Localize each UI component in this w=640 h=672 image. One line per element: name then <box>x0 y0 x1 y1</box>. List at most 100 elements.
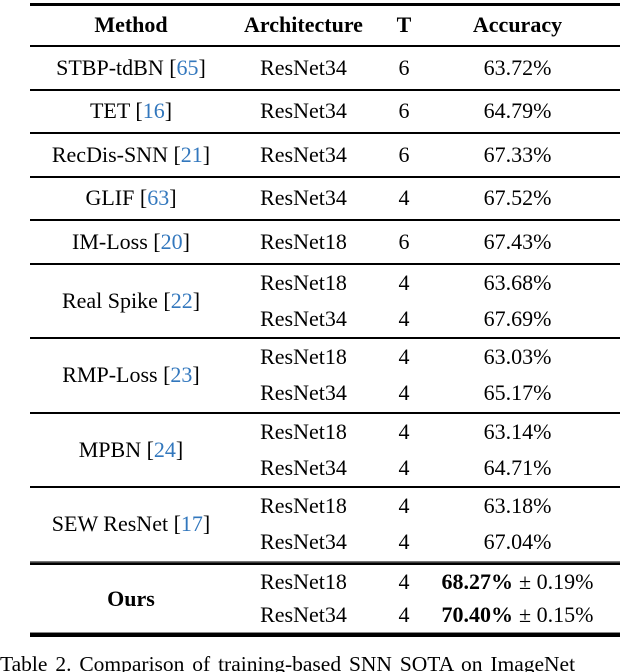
table-subrow: ResNet34 4 67.04% <box>232 524 620 560</box>
header-method: Method <box>94 12 168 38</box>
accuracy-cell: 67.04% <box>483 529 552 555</box>
group-subrows: ResNet34 6 64.79% <box>232 91 620 133</box>
row-separator-rule <box>30 411 620 414</box>
method-label: ] <box>175 436 184 462</box>
row-separator-rule <box>30 175 620 178</box>
method-label: STBP-tdBN [ <box>56 54 177 80</box>
method-cell: GLIF [63] <box>30 178 232 220</box>
timesteps-cell: 6 <box>398 141 410 167</box>
row-separator-rule <box>30 262 620 265</box>
method-label: IM-Loss [ <box>72 228 161 254</box>
method-cell: RMP-Loss [23] <box>30 339 232 412</box>
method-label: ] <box>198 54 206 80</box>
method-label: ] <box>202 511 211 537</box>
table-subrow: ResNet34 6 63.72% <box>232 47 620 89</box>
method-label: ] <box>169 185 177 211</box>
header-accuracy: Accuracy <box>472 12 563 38</box>
timesteps-cell: 4 <box>398 454 410 480</box>
results-table: Method Architecture T Accuracy STBP-tdBN… <box>30 3 620 637</box>
accuracy-cell: 68.27% ± 0.19% <box>433 569 620 595</box>
accuracy-cell: 67.33% <box>483 141 552 167</box>
method-label: ] <box>164 98 173 124</box>
architecture-cell: ResNet18 <box>260 418 347 444</box>
accuracy-cell: 65.17% <box>483 380 552 406</box>
method-label: RecDis-SNN [ <box>51 141 181 167</box>
accuracy-cell: 67.52% <box>483 185 552 211</box>
method-cell: MPBN [24] <box>30 414 232 487</box>
citation-link[interactable]: 23 <box>170 362 193 388</box>
architecture-cell: ResNet34 <box>260 305 347 331</box>
method-cell: IM-Loss [20] <box>30 221 232 263</box>
table-row-stbp-tdbn: STBP-tdBN [65] ResNet34 6 63.72% <box>30 47 620 89</box>
table-subrow: ResNet18 4 63.03% <box>232 339 620 375</box>
architecture-cell: ResNet18 <box>260 344 347 370</box>
table-subrow: ResNet18 4 63.14% <box>232 414 620 450</box>
citation-link[interactable]: 65 <box>176 54 199 80</box>
table-row-im-loss: IM-Loss [20] ResNet18 6 67.43% <box>30 221 620 263</box>
row-separator-rule <box>30 88 620 91</box>
accuracy-bold-value: 70.40% <box>441 602 514 628</box>
row-separator-rule <box>30 219 620 221</box>
accuracy-cell: 63.18% <box>483 493 552 519</box>
table-subrow: ResNet34 6 67.33% <box>232 134 620 176</box>
citation-link[interactable]: 17 <box>180 511 203 537</box>
row-separator-rule <box>30 132 620 134</box>
timesteps-cell: 6 <box>398 54 410 80</box>
table-row-glif: GLIF [63] ResNet34 4 67.52% <box>30 178 620 220</box>
group-subrows: ResNet34 6 63.72% <box>232 47 620 89</box>
timesteps-cell: 4 <box>398 344 410 370</box>
citation-link[interactable]: 63 <box>147 185 170 211</box>
header-separator-rule <box>30 45 620 47</box>
table-top-rule <box>30 3 620 6</box>
method-label: SEW ResNet [ <box>51 511 181 537</box>
accuracy-cell: 63.14% <box>483 418 552 444</box>
accuracy-bold-value: 68.27% <box>441 568 514 594</box>
architecture-cell: ResNet34 <box>260 98 347 124</box>
timesteps-cell: 4 <box>398 269 410 295</box>
accuracy-cell: 67.69% <box>483 305 552 331</box>
method-label: ] <box>202 141 211 167</box>
row-separator-rule <box>30 337 620 339</box>
timesteps-cell: 4 <box>398 418 410 444</box>
double-separator-rule <box>30 560 620 565</box>
accuracy-cell: 63.72% <box>483 54 552 80</box>
method-label: ] <box>192 287 201 313</box>
table-subrow: ResNet34 4 70.40% ± 0.15% <box>232 599 620 633</box>
group-subrows: ResNet18 4 63.14% ResNet34 4 64.71% <box>232 414 620 487</box>
table-caption: Table 2. Comparison of training-based SN… <box>0 652 576 672</box>
group-subrows: ResNet18 4 63.68% ResNet34 4 67.69% <box>232 265 620 338</box>
method-label: TET [ <box>89 98 143 124</box>
table-row-recdis-snn: RecDis-SNN [21] ResNet34 6 67.33% <box>30 134 620 176</box>
header-timesteps: T <box>396 12 412 38</box>
group-subrows: ResNet34 6 67.33% <box>232 134 620 176</box>
table-row-sew-resnet: SEW ResNet [17] ResNet18 4 63.18% ResNet34 4 6… <box>30 488 620 561</box>
citation-link[interactable]: 20 <box>160 228 183 254</box>
citation-link[interactable]: 24 <box>153 436 176 462</box>
method-label: RMP-Loss [ <box>62 362 171 388</box>
table-subrow: ResNet18 4 63.18% <box>232 488 620 524</box>
accuracy-cell: 63.03% <box>483 344 552 370</box>
architecture-cell: ResNet18 <box>260 269 347 295</box>
architecture-cell: ResNet34 <box>260 185 347 211</box>
table-subrow: ResNet34 4 64.71% <box>232 450 620 486</box>
table-subrow: ResNet34 4 67.69% <box>232 301 620 337</box>
group-subrows: ResNet18 6 67.43% <box>232 221 620 263</box>
accuracy-cell: 67.43% <box>483 228 552 254</box>
table-subrow: ResNet34 6 64.79% <box>232 91 620 133</box>
table-header-row: Method Architecture T Accuracy <box>30 6 620 46</box>
table-subrow: ResNet34 4 65.17% <box>232 375 620 411</box>
timesteps-cell: 4 <box>398 380 410 406</box>
architecture-cell: ResNet34 <box>260 54 347 80</box>
table-row-tet: TET [16] ResNet34 6 64.79% <box>30 91 620 133</box>
citation-link[interactable]: 22 <box>170 287 193 313</box>
table-bottom-rule <box>30 632 620 637</box>
architecture-cell: ResNet34 <box>260 529 347 555</box>
timesteps-cell: 4 <box>398 305 410 331</box>
citation-link[interactable]: 16 <box>142 98 165 124</box>
citation-link[interactable]: 21 <box>180 141 203 167</box>
table-subrow: ResNet18 6 67.43% <box>232 221 620 263</box>
architecture-cell: ResNet34 <box>260 380 347 406</box>
table-row-mpbn: MPBN [24] ResNet18 4 63.14% ResNet34 4 64.71% <box>30 414 620 487</box>
method-cell: Ours <box>107 585 155 611</box>
